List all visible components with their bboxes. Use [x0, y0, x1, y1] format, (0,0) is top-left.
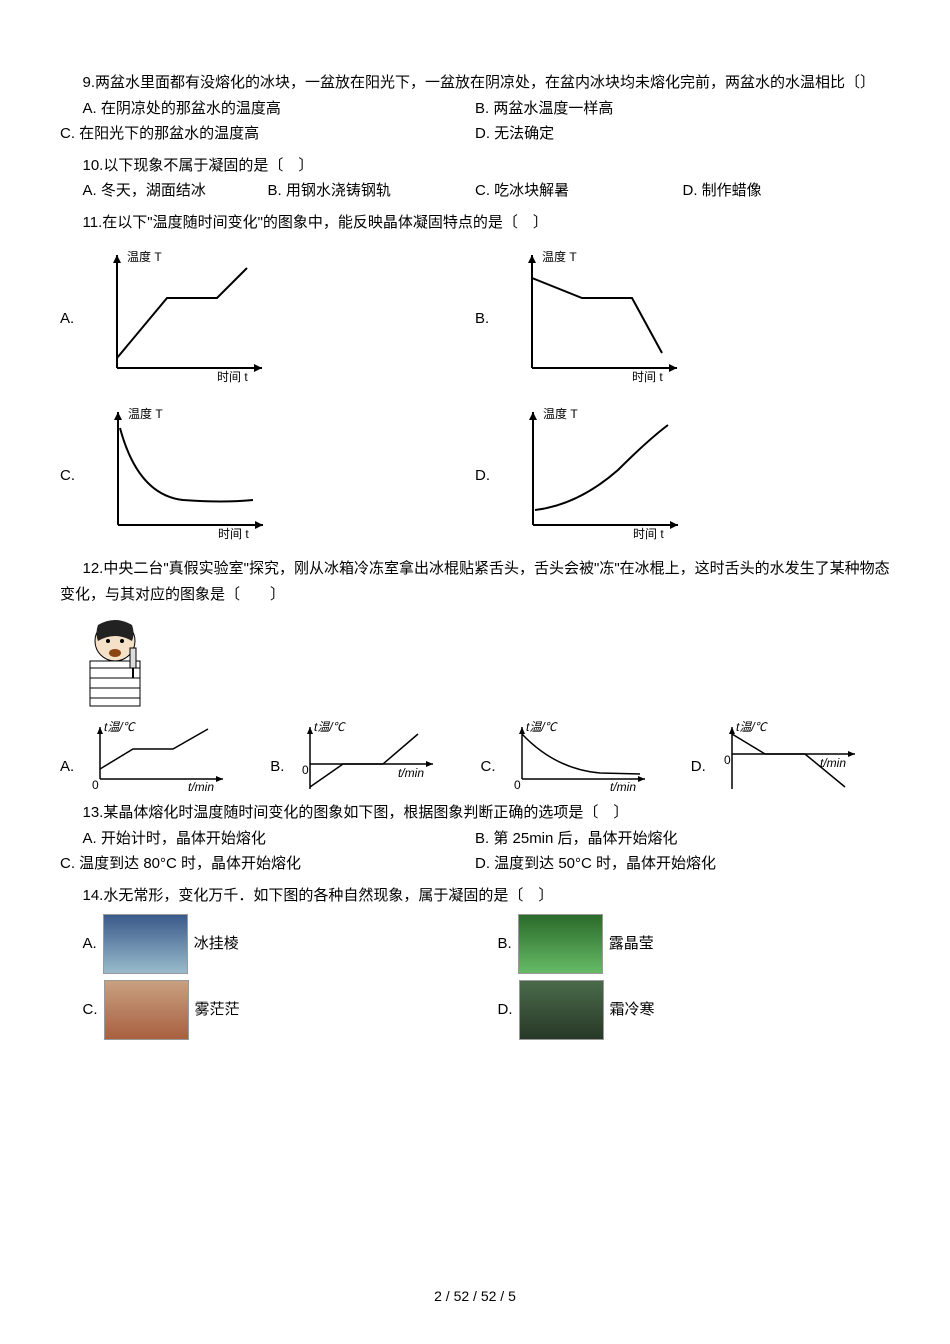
q14-label-c: C.	[60, 997, 98, 1023]
q11-graph-b: 温度 T 时间 t	[497, 243, 687, 392]
q14-cap-d: 霜冷寒	[610, 997, 655, 1023]
q14-img-b	[518, 914, 603, 974]
q9-text: 9.两盆水里面都有没熔化的冰块，一盆放在阳光下，一盆放在阴凉处，在盆内冰块均未熔…	[60, 70, 890, 96]
q11-cell-c: C. 温度 T 时间 t	[60, 400, 475, 549]
q11c-ylabel: 温度 T	[128, 406, 163, 421]
q14-label-a: A.	[60, 931, 97, 957]
question-13: 13.某晶体熔化时温度随时间变化的图象如下图，根据图象判断正确的选项是〔 〕 A…	[60, 800, 890, 877]
q12-label-d: D.	[691, 754, 706, 780]
svg-text:0: 0	[302, 763, 309, 777]
question-12: 12.中央二台"真假实验室"探究，刚从冰箱冷冻室拿出冰棍贴紧舌头，舌头会被"冻"…	[60, 556, 890, 794]
q9-opt-d: D. 无法确定	[475, 121, 890, 147]
question-9: 9.两盆水里面都有没熔化的冰块，一盆放在阳光下，一盆放在阴凉处，在盆内冰块均未熔…	[60, 70, 890, 147]
q14-row2: C. 雾茫茫 D. 霜冷寒	[60, 980, 890, 1040]
q10-opt-c: C. 吃冰块解暑	[475, 178, 683, 204]
svg-text:t/min: t/min	[398, 766, 424, 780]
svg-text:0: 0	[514, 778, 521, 792]
q10-opt-d: D. 制作蜡像	[683, 178, 891, 204]
svg-text:t温/℃: t温/℃	[314, 720, 347, 734]
q10-opt-b: B. 用钢水浇铸钢轨	[268, 178, 476, 204]
q13-text: 13.某晶体熔化时温度随时间变化的图象如下图，根据图象判断正确的选项是〔 〕	[60, 800, 890, 826]
q14-img-d	[519, 980, 604, 1040]
q11-cell-d: D. 温度 T 时间 t	[475, 400, 890, 549]
svg-text:t温/℃: t温/℃	[526, 720, 559, 734]
q11-row2: C. 温度 T 时间 t D.	[60, 400, 890, 549]
svg-text:t温/℃: t温/℃	[736, 720, 769, 734]
q13-options: A. 开始计时，晶体开始熔化 B. 第 25min 后，晶体开始熔化 C. 温度…	[60, 826, 890, 877]
q11d-xlabel: 时间 t	[633, 527, 664, 540]
q10-text: 10.以下现象不属于凝固的是〔 〕	[60, 153, 890, 179]
svg-text:t温/℃: t温/℃	[104, 720, 137, 734]
q11-cell-a: A. 温度 T 时间 t	[60, 243, 475, 392]
q13-opt-a: A. 开始计时，晶体开始熔化	[60, 826, 475, 852]
q12-illustration	[70, 613, 160, 713]
q14-label-d: D.	[475, 997, 513, 1023]
q12-opt-b: B. t温/℃ 0 t/min	[270, 719, 469, 794]
q11-graph-d: 温度 T 时间 t	[498, 400, 688, 549]
q14-cell-a: A. 冰挂棱	[60, 914, 475, 974]
q11a-xlabel: 时间 t	[217, 370, 248, 383]
q12-text: 12.中央二台"真假实验室"探究，刚从冰箱冷冻室拿出冰棍贴紧舌头，舌头会被"冻"…	[60, 556, 890, 607]
q12-label-b: B.	[270, 754, 284, 780]
svg-text:t/min: t/min	[610, 780, 636, 794]
q9-opt-c: C. 在阳光下的那盆水的温度高	[60, 121, 475, 147]
q9-options: A. 在阴凉处的那盆水的温度高 B. 两盆水温度一样高 C. 在阳光下的那盆水的…	[60, 96, 890, 147]
q12-opt-c: C. t温/℃ 0 t/min	[481, 719, 680, 794]
q14-cap-b: 露晶莹	[609, 931, 654, 957]
q12-opt-a: A. t温/℃ 0 t/min	[60, 719, 259, 794]
q11-text: 11.在以下"温度随时间变化"的图象中，能反映晶体凝固特点的是〔 〕	[60, 210, 890, 236]
q14-row1: A. 冰挂棱 B. 露晶莹	[60, 914, 890, 974]
q11b-ylabel: 温度 T	[542, 249, 577, 264]
q13-opt-d: D. 温度到达 50°C 时，晶体开始熔化	[475, 851, 890, 877]
q14-cell-c: C. 雾茫茫	[60, 980, 475, 1040]
svg-text:t/min: t/min	[820, 756, 846, 770]
q11-label-b: B.	[475, 306, 489, 332]
question-14: 14.水无常形，变化万千．如下图的各种自然现象，属于凝固的是〔 〕 A. 冰挂棱…	[60, 883, 890, 1041]
q11-label-a: A.	[60, 306, 74, 332]
q9-opt-b: B. 两盆水温度一样高	[475, 96, 890, 122]
q11-cell-b: B. 温度 T 时间 t	[475, 243, 890, 392]
q12-label-a: A.	[60, 754, 74, 780]
question-10: 10.以下现象不属于凝固的是〔 〕 A. 冬天，湖面结冰 B. 用钢水浇铸钢轨 …	[60, 153, 890, 204]
q14-label-b: B.	[475, 931, 512, 957]
q14-cap-a: 冰挂棱	[194, 931, 239, 957]
q13-opt-b: B. 第 25min 后，晶体开始熔化	[475, 826, 890, 852]
q11d-ylabel: 温度 T	[543, 406, 578, 421]
q14-cell-b: B. 露晶莹	[475, 914, 890, 974]
q12-options: A. t温/℃ 0 t/min B. t温/℃ 0	[60, 719, 890, 794]
q11c-xlabel: 时间 t	[218, 527, 249, 540]
q13-opt-c: C. 温度到达 80°C 时，晶体开始熔化	[60, 851, 475, 877]
page-footer: 2 / 52 / 52 / 5	[0, 1288, 950, 1304]
q14-cell-d: D. 霜冷寒	[475, 980, 890, 1040]
q14-img-a	[103, 914, 188, 974]
q11-label-c: C.	[60, 463, 75, 489]
q11-label-d: D.	[475, 463, 490, 489]
svg-text:0: 0	[92, 778, 99, 792]
question-11: 11.在以下"温度随时间变化"的图象中，能反映晶体凝固特点的是〔 〕 A. 温度…	[60, 210, 890, 549]
q14-cap-c: 雾茫茫	[195, 997, 240, 1023]
svg-text:0: 0	[724, 753, 731, 767]
q11b-xlabel: 时间 t	[632, 370, 663, 383]
q14-img-c	[104, 980, 189, 1040]
q9-opt-a: A. 在阴凉处的那盆水的温度高	[60, 96, 475, 122]
q14-text: 14.水无常形，变化万千．如下图的各种自然现象，属于凝固的是〔 〕	[60, 883, 890, 909]
q12-label-c: C.	[481, 754, 496, 780]
q11-row1: A. 温度 T 时间 t B.	[60, 243, 890, 392]
q10-options: A. 冬天，湖面结冰 B. 用钢水浇铸钢轨 C. 吃冰块解暑 D. 制作蜡像	[60, 178, 890, 204]
q11-graph-c: 温度 T 时间 t	[83, 400, 273, 549]
svg-text:t/min: t/min	[188, 780, 214, 794]
q10-opt-a: A. 冬天，湖面结冰	[60, 178, 268, 204]
q12-opt-d: D. t温/℃ 0 t/min	[691, 719, 890, 794]
q11a-ylabel: 温度 T	[127, 249, 162, 264]
q11-graph-a: 温度 T 时间 t	[82, 243, 272, 392]
